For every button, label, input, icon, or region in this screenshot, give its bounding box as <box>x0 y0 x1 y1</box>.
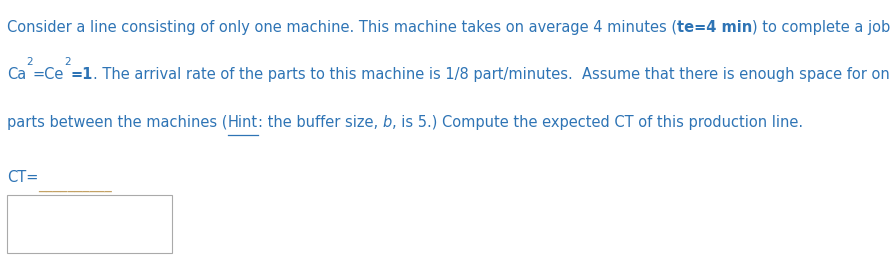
Text: CT=: CT= <box>7 170 38 185</box>
Text: Hint: Hint <box>228 115 258 130</box>
Text: 2: 2 <box>64 57 71 67</box>
Text: =Ce: =Ce <box>33 67 64 82</box>
Text: parts between the machines (: parts between the machines ( <box>7 115 228 130</box>
Text: 2: 2 <box>27 57 33 67</box>
Text: =1: =1 <box>71 67 93 82</box>
Text: te=4 min: te=4 min <box>677 20 753 35</box>
Text: Consider a line consisting of only one machine. This machine takes on average 4 : Consider a line consisting of only one m… <box>7 20 677 35</box>
Text: : the buffer size,: : the buffer size, <box>258 115 383 130</box>
Text: , is 5.) Compute the expected CT of this production line.: , is 5.) Compute the expected CT of this… <box>392 115 803 130</box>
Text: b: b <box>383 115 392 130</box>
Text: . The arrival rate of the parts to this machine is 1/8 part/minutes.  Assume tha: . The arrival rate of the parts to this … <box>93 67 890 82</box>
Text: Ca: Ca <box>7 67 27 82</box>
Text: ) to complete a job and: ) to complete a job and <box>753 20 890 35</box>
Text: __________: __________ <box>38 177 112 192</box>
